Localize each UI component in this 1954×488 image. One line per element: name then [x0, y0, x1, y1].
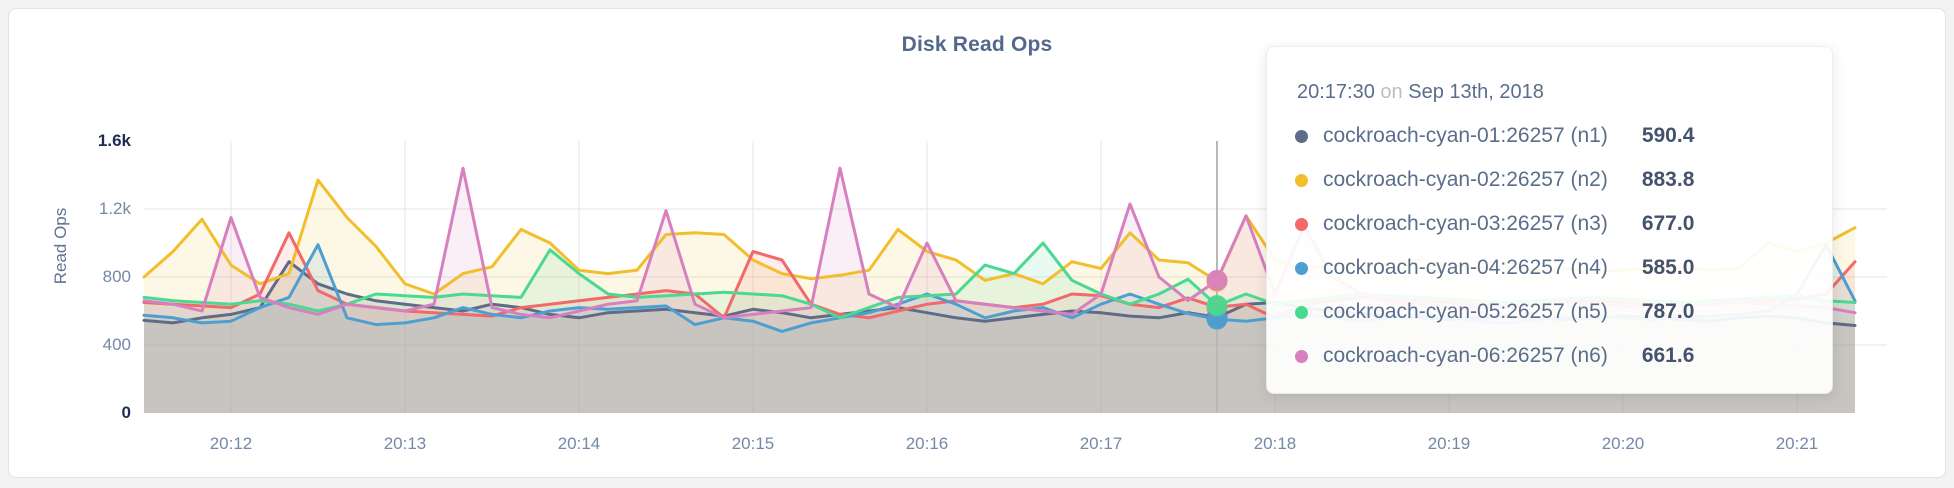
- y-tick-label: 1.2k: [98, 199, 131, 218]
- x-tick-label: 20:12: [209, 434, 253, 453]
- series-value: 585.0: [1641, 256, 1695, 279]
- tooltip-series-row: cockroach-cyan-03:26257 (n3) 677.0: [1295, 202, 1804, 246]
- series-value: 677.0: [1641, 212, 1695, 235]
- series-label: cockroach-cyan-02:26257 (n2): [1323, 168, 1608, 191]
- chart-card: Disk Read Ops Read Ops 1.6k 1.2k 800 400…: [8, 8, 1946, 478]
- hover-tooltip: 20:17:30 on Sep 13th, 2018 cockroach-cya…: [1266, 46, 1833, 394]
- series-color-dot: [1295, 261, 1308, 275]
- series-label: cockroach-cyan-06:26257 (n6): [1323, 344, 1608, 367]
- x-tick-label: 20:16: [905, 434, 949, 453]
- series-label: cockroach-cyan-04:26257 (n4): [1323, 256, 1608, 279]
- tooltip-header: 20:17:30 on Sep 13th, 2018: [1297, 81, 1804, 104]
- x-tick-label: 20:13: [383, 434, 427, 453]
- tooltip-series-row: cockroach-cyan-01:26257 (n1) 590.4: [1295, 114, 1804, 158]
- x-tick-label: 20:14: [557, 434, 601, 453]
- x-tick-label: 20:20: [1601, 434, 1645, 453]
- series-label: cockroach-cyan-03:26257 (n3): [1323, 212, 1608, 235]
- y-tick-label: 1.6k: [97, 131, 131, 150]
- series-color-dot: [1295, 173, 1308, 187]
- series-color-dot: [1295, 305, 1308, 319]
- y-tick-label: 400: [102, 335, 131, 354]
- y-tick-label: 0: [121, 403, 131, 422]
- x-tick-label: 20:21: [1775, 434, 1819, 453]
- tooltip-series-row: cockroach-cyan-05:26257 (n5) 787.0: [1295, 290, 1804, 334]
- chart-title: Disk Read Ops: [901, 33, 1053, 56]
- series-color-dot: [1295, 129, 1308, 143]
- y-tick-label: 800: [102, 267, 131, 286]
- series-value: 590.4: [1641, 124, 1695, 147]
- series-color-dot: [1295, 349, 1308, 363]
- series-value: 883.8: [1641, 168, 1695, 191]
- series-label: cockroach-cyan-05:26257 (n5): [1323, 300, 1608, 323]
- tooltip-series-row: cockroach-cyan-06:26257 (n6) 661.6: [1295, 334, 1804, 378]
- x-tick-label: 20:17: [1079, 434, 1123, 453]
- x-tick-label: 20:18: [1253, 434, 1297, 453]
- series-value: 661.6: [1641, 344, 1695, 367]
- series-label: cockroach-cyan-01:26257 (n1): [1323, 124, 1608, 147]
- tooltip-time: 20:17:30: [1297, 81, 1375, 103]
- series-value: 787.0: [1641, 300, 1695, 323]
- x-tick-label: 20:19: [1427, 434, 1471, 453]
- series-color-dot: [1295, 217, 1308, 231]
- x-tick-label: 20:15: [731, 434, 775, 453]
- tooltip-series-row: cockroach-cyan-02:26257 (n2) 883.8: [1295, 158, 1804, 202]
- tooltip-date: Sep 13th, 2018: [1408, 81, 1544, 103]
- tooltip-connector: on: [1380, 81, 1403, 103]
- tooltip-series-row: cockroach-cyan-04:26257 (n4) 585.0: [1295, 246, 1804, 290]
